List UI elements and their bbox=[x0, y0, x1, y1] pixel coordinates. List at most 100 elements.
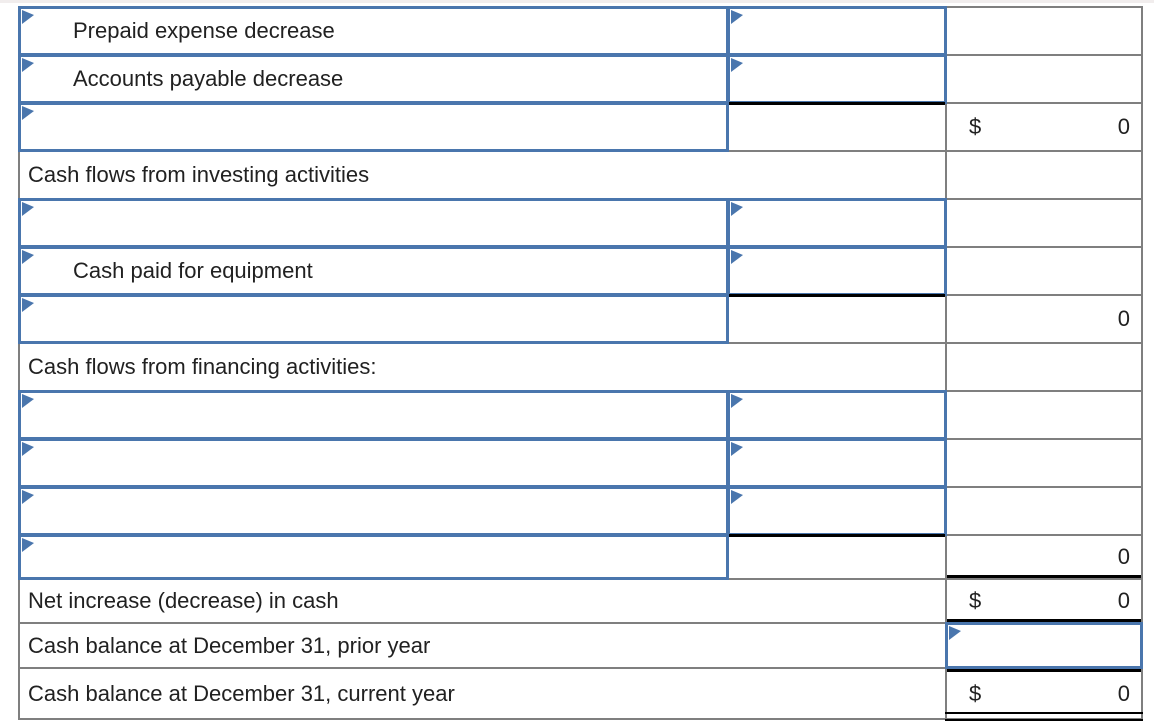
input-marker-icon bbox=[731, 394, 743, 408]
label-input-box[interactable]: Cash paid for equipment bbox=[18, 246, 729, 296]
amount-cell bbox=[729, 102, 947, 150]
top-edge-strip bbox=[0, 0, 1154, 3]
amount-input-box[interactable] bbox=[727, 198, 947, 248]
row-label: Net increase (decrease) in cash bbox=[28, 588, 339, 613]
table-row: Cash flows from financing activities: bbox=[20, 344, 1141, 392]
input-marker-icon bbox=[22, 10, 34, 24]
input-marker-icon bbox=[731, 442, 743, 456]
row-label: Cash flows from investing activities bbox=[28, 162, 370, 187]
label-cell: Accounts payable decrease bbox=[18, 54, 729, 104]
row-label: Cash balance at December 31, prior year bbox=[28, 632, 431, 658]
table-row: Prepaid expense decrease bbox=[18, 6, 1141, 56]
amount-cell bbox=[727, 198, 947, 248]
amount-cell bbox=[729, 294, 947, 342]
input-marker-icon bbox=[22, 394, 34, 408]
table-row: Cash balance at December 31, current yea… bbox=[20, 669, 1143, 721]
total-cell: $0 bbox=[947, 580, 1141, 622]
total-cell bbox=[947, 248, 1141, 294]
amount-value: 0 bbox=[1117, 588, 1130, 613]
label-cell bbox=[18, 390, 729, 440]
amount-value: 0 bbox=[1117, 680, 1130, 706]
total-cell bbox=[947, 344, 1141, 390]
total-cell bbox=[947, 392, 1141, 438]
input-marker-icon bbox=[22, 106, 34, 120]
input-marker-icon bbox=[731, 58, 743, 72]
amount-input-box[interactable] bbox=[727, 438, 947, 488]
amount-input-box[interactable] bbox=[727, 390, 947, 440]
label-input-box[interactable] bbox=[18, 438, 729, 488]
amount-value: 0 bbox=[1117, 114, 1130, 139]
input-marker-icon bbox=[731, 250, 743, 264]
label-input-box[interactable] bbox=[18, 198, 729, 248]
cash-flow-statement-table: Prepaid expense decrease Accounts payable… bbox=[18, 6, 1143, 721]
currency-symbol: $ bbox=[969, 114, 982, 139]
row-label: Cash paid for equipment bbox=[73, 258, 313, 283]
table-row bbox=[18, 438, 1141, 488]
label-cell bbox=[18, 534, 729, 580]
amount-input-box[interactable] bbox=[727, 54, 947, 104]
label-cell: Cash flows from financing activities: bbox=[20, 344, 947, 390]
subtotal-rule bbox=[729, 534, 945, 537]
label-input-box[interactable] bbox=[18, 294, 729, 344]
input-marker-icon bbox=[22, 202, 34, 216]
input-marker-icon bbox=[22, 490, 34, 504]
input-marker-icon bbox=[22, 442, 34, 456]
label-input-box[interactable] bbox=[18, 534, 729, 580]
amount-value: 0 bbox=[1117, 306, 1130, 331]
amount-input-box[interactable] bbox=[727, 246, 947, 296]
table-row: Cash balance at December 31, prior year bbox=[20, 622, 1143, 669]
table-row: $0 bbox=[18, 102, 1141, 152]
label-input-box[interactable]: Prepaid expense decrease bbox=[18, 6, 729, 56]
balance-input-box[interactable] bbox=[945, 622, 1143, 669]
label-cell: Cash balance at December 31, prior year bbox=[20, 624, 947, 667]
total-cell bbox=[947, 200, 1141, 246]
row-label: Cash flows from financing activities: bbox=[28, 354, 377, 379]
total-cell: $0 bbox=[947, 104, 1141, 150]
input-marker-icon bbox=[731, 490, 743, 504]
label-cell: Cash balance at December 31, current yea… bbox=[20, 669, 947, 718]
total-cell: $0 bbox=[945, 669, 1143, 721]
amount-cell bbox=[727, 246, 947, 296]
amount-cell bbox=[729, 534, 947, 578]
input-marker-icon bbox=[731, 10, 743, 24]
total-cell bbox=[947, 440, 1141, 486]
label-input-box[interactable] bbox=[18, 390, 729, 440]
total-cell: 0 bbox=[947, 536, 1141, 578]
label-cell bbox=[18, 486, 729, 536]
amount-cell bbox=[727, 486, 947, 536]
table-row: 0 bbox=[18, 534, 1141, 580]
table-row bbox=[18, 486, 1141, 536]
amount-input-box[interactable] bbox=[727, 486, 947, 536]
total-cell bbox=[947, 152, 1141, 198]
input-marker-icon bbox=[22, 538, 34, 552]
total-cell bbox=[947, 56, 1141, 102]
table-row: 0 bbox=[18, 294, 1141, 344]
row-label: Cash balance at December 31, current yea… bbox=[28, 680, 455, 706]
label-cell: Net increase (decrease) in cash bbox=[20, 580, 947, 622]
label-cell: Cash flows from investing activities bbox=[20, 152, 947, 198]
currency-symbol: $ bbox=[969, 680, 982, 706]
table-row: Cash paid for equipment bbox=[18, 246, 1141, 296]
amount-cell bbox=[727, 438, 947, 488]
input-marker-icon bbox=[22, 298, 34, 312]
input-marker-icon bbox=[731, 202, 743, 216]
double-underline-rule bbox=[945, 712, 1143, 721]
amount-cell bbox=[727, 6, 947, 56]
subtotal-rule bbox=[729, 294, 945, 297]
input-marker-icon bbox=[22, 250, 34, 264]
label-input-box[interactable]: Accounts payable decrease bbox=[18, 54, 729, 104]
label-cell: Cash paid for equipment bbox=[18, 246, 729, 296]
amount-value: 0 bbox=[1117, 544, 1130, 569]
subtotal-rule bbox=[729, 102, 945, 105]
row-label: Accounts payable decrease bbox=[73, 66, 344, 91]
label-input-box[interactable] bbox=[18, 102, 729, 152]
table-row bbox=[18, 390, 1141, 440]
total-cell bbox=[945, 622, 1143, 669]
label-input-box[interactable] bbox=[18, 486, 729, 536]
currency-symbol: $ bbox=[969, 588, 982, 613]
table-row: Net increase (decrease) in cash $0 bbox=[20, 580, 1141, 624]
label-cell bbox=[18, 198, 729, 248]
input-marker-icon bbox=[949, 626, 961, 640]
amount-input-box[interactable] bbox=[727, 6, 947, 56]
total-cell bbox=[947, 8, 1141, 54]
